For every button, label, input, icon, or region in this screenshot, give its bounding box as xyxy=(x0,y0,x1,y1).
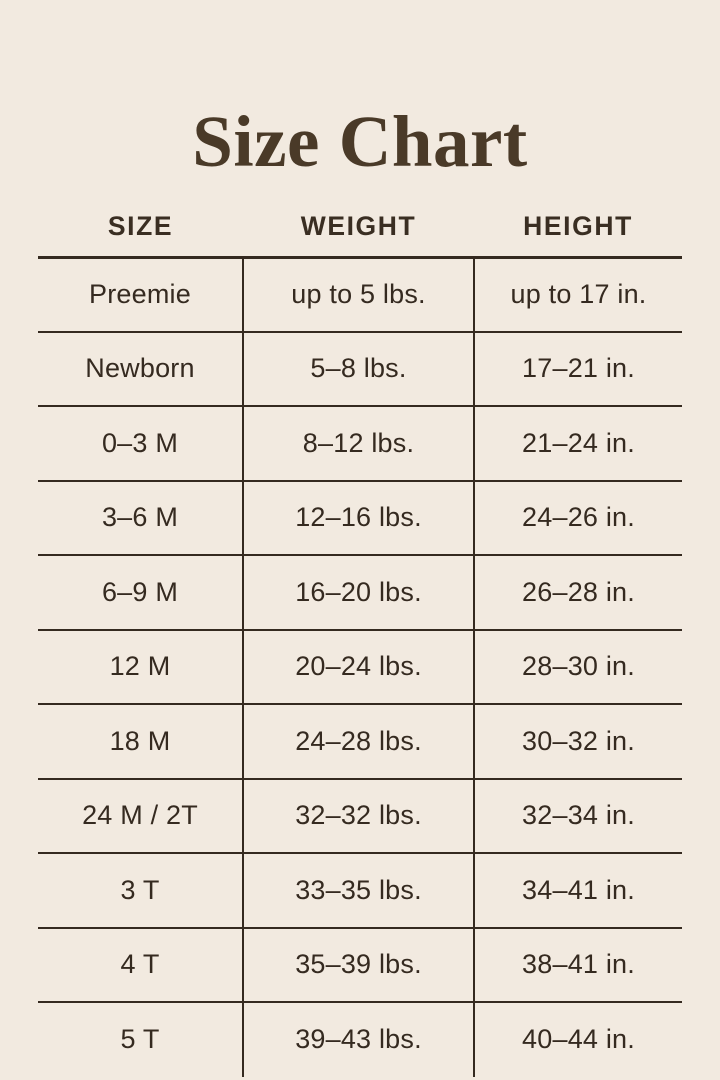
cell-weight: 32–32 lbs. xyxy=(243,778,475,854)
cell-size: Preemie xyxy=(38,257,244,333)
page-title: Size Chart xyxy=(192,100,528,182)
cell-weight: 33–35 lbs. xyxy=(243,853,475,929)
table-row: Newborn 5–8 lbs. 17–21 in. xyxy=(38,331,682,407)
table-row: 24 M / 2T 32–32 lbs. 32–34 in. xyxy=(38,778,682,854)
table-row: 12 M 20–24 lbs. 28–30 in. xyxy=(38,629,682,705)
cell-height: 40–44 in. xyxy=(522,1024,635,1055)
table-header-row: SIZE WEIGHT HEIGHT xyxy=(38,186,682,259)
cell-weight: 8–12 lbs. xyxy=(243,406,475,482)
table-row: 5 T 39–43 lbs. 40–44 in. xyxy=(38,1002,682,1077)
table-header: SIZE WEIGHT HEIGHT xyxy=(38,186,682,259)
table-row: 3–6 M 12–16 lbs. 24–26 in. xyxy=(38,480,682,556)
cell-weight: 16–20 lbs. xyxy=(243,555,475,631)
column-header-height: HEIGHT xyxy=(474,186,682,259)
cell-size: 0–3 M xyxy=(38,406,244,482)
cell-size: Newborn xyxy=(38,331,244,407)
cell-height: 21–24 in. xyxy=(474,406,682,482)
cell-height: 32–34 in. xyxy=(474,778,682,854)
cell-weight: 35–39 lbs. xyxy=(243,927,475,1003)
cell-height: 38–41 in. xyxy=(474,927,682,1003)
cell-weight: 12–16 lbs. xyxy=(243,480,475,556)
cell-weight: 20–24 lbs. xyxy=(243,629,475,705)
cell-size: 12 M xyxy=(38,629,244,705)
size-chart-table-wrapper: SIZE WEIGHT HEIGHT Preemie up to 5 lbs. … xyxy=(38,186,682,1077)
cell-size: 24 M / 2T xyxy=(38,778,244,854)
column-header-size: SIZE xyxy=(38,186,243,259)
table-row: 18 M 24–28 lbs. 30–32 in. xyxy=(38,704,682,780)
table-row: 0–3 M 8–12 lbs. 21–24 in. xyxy=(38,406,682,482)
cell-height: up to 17 in. xyxy=(474,257,682,333)
cell-weight: 24–28 lbs. xyxy=(243,704,475,780)
table-row: 4 T 35–39 lbs. 38–41 in. xyxy=(38,927,682,1003)
table-body: Preemie up to 5 lbs. up to 17 in. Newbor… xyxy=(38,257,682,1077)
table-row: 3 T 33–35 lbs. 34–41 in. xyxy=(38,853,682,929)
column-header-weight: WEIGHT xyxy=(243,186,474,259)
cell-weight: 5–8 lbs. xyxy=(243,331,475,407)
cell-height: 34–41 in. xyxy=(474,853,682,929)
cell-size: 5 T xyxy=(38,1002,244,1077)
cell-height: 17–21 in. xyxy=(474,331,682,407)
cell-height: 26–28 in. xyxy=(474,555,682,631)
table-row: 6–9 M 16–20 lbs. 26–28 in. xyxy=(38,555,682,631)
cell-height: 24–26 in. xyxy=(474,480,682,556)
cell-size: 18 M xyxy=(38,704,244,780)
cell-weight: 39–43 lbs. xyxy=(243,1002,475,1077)
cell-size: 6–9 M xyxy=(38,555,244,631)
table-row: Preemie up to 5 lbs. up to 17 in. xyxy=(38,257,682,333)
cell-size: 3 T xyxy=(38,853,244,929)
cell-weight: up to 5 lbs. xyxy=(243,257,475,333)
cell-size: 4 T xyxy=(38,927,244,1003)
cell-height: 28–30 in. xyxy=(474,629,682,705)
cell-height: 30–32 in. xyxy=(474,704,682,780)
cell-size: 3–6 M xyxy=(38,480,244,556)
size-chart-table: SIZE WEIGHT HEIGHT Preemie up to 5 lbs. … xyxy=(38,186,682,1077)
